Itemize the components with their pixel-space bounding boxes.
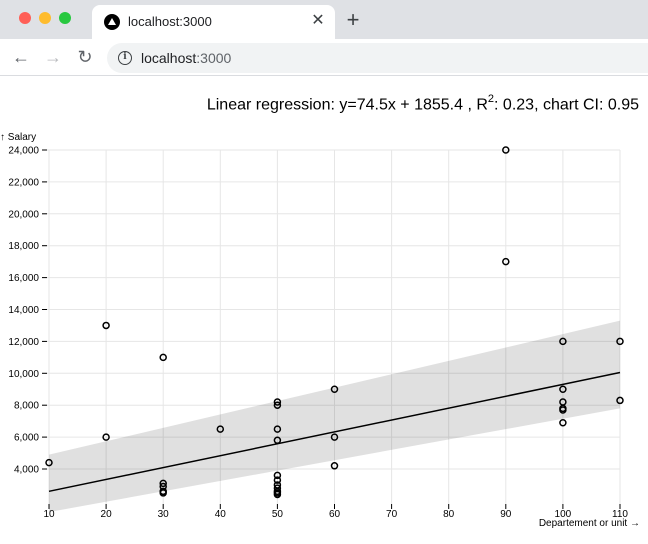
x-tick-label: 80: [443, 509, 455, 520]
plus-icon[interactable]: +: [346, 7, 360, 32]
data-point: [102, 433, 110, 441]
regression-title: Linear regression: y=74.5x + 1855.4 , R2…: [206, 93, 639, 114]
browser-toolbar: ← → ↻ i localhost:3000: [0, 39, 648, 76]
data-point: [330, 433, 339, 441]
data-points: [45, 146, 624, 499]
confidence-band-area: [49, 320, 620, 513]
browser-tab[interactable]: localhost:3000 ✕: [92, 5, 335, 39]
y-tick-label: 12,000: [8, 337, 39, 348]
data-point: [102, 321, 110, 330]
close-icon[interactable]: ✕: [311, 12, 325, 29]
data-point: [559, 406, 567, 414]
x-tick-label: 50: [272, 509, 284, 520]
data-point: [616, 337, 624, 346]
x-axis-label: Departement or unit →: [539, 518, 640, 529]
data-point: [616, 396, 624, 405]
y-tick-label: 16,000: [8, 273, 39, 284]
x-tick-label: 110: [612, 509, 628, 520]
regression-line-group: [48, 371, 621, 493]
scatter-chart: 4,000 6,000 8,000 10,000 12,000 14,000 16,000 1…: [0, 132, 640, 529]
url-text: localhost:3000: [141, 50, 231, 66]
regression-prefix: Linear regression: y=74.5x + 1855.4 , R: [206, 96, 488, 114]
y-tick-label: 8,000: [14, 401, 39, 412]
address-bar[interactable]: i localhost:3000: [107, 43, 648, 73]
data-point: [502, 257, 510, 266]
y-tick-label: 24,000: [8, 146, 39, 157]
data-point: [216, 425, 225, 433]
data-point: [502, 146, 510, 154]
regression-suffix: : 0.23, chart CI: 0.95: [494, 96, 639, 114]
y-tick-label: 6,000: [14, 433, 39, 444]
regression-sup: 2: [487, 93, 495, 105]
confidence-band: [49, 320, 620, 513]
tab-bar: localhost:3000 ✕ +: [0, 0, 648, 39]
x-tick-label: 60: [329, 509, 341, 520]
y-axis-label: ↑ Salary: [0, 132, 36, 143]
data-point: [559, 337, 567, 346]
x-tick-label: 30: [158, 509, 170, 520]
data-point: [273, 436, 282, 445]
info-icon[interactable]: i: [118, 51, 132, 65]
data-point: [159, 353, 167, 362]
data-point: [273, 401, 282, 409]
y-tick-label: 4,000: [14, 465, 39, 476]
close-window-button[interactable]: [19, 12, 31, 24]
data-point: [330, 385, 339, 393]
data-point: [273, 490, 282, 499]
x-tick-label: 10: [43, 509, 55, 520]
regression-line: [48, 371, 621, 493]
arrow-right-icon[interactable]: →: [44, 47, 62, 67]
arrow-left-icon[interactable]: ←: [12, 47, 30, 67]
x-tick-label: 70: [386, 509, 398, 520]
data-point: [273, 425, 282, 433]
url-host: localhost: [141, 50, 197, 66]
chart-axes: 4,000 6,000 8,000 10,000 12,000 14,000 16,000 1…: [8, 146, 628, 521]
chart-grid: [42, 149, 621, 504]
reload-icon[interactable]: ↻: [77, 47, 93, 67]
y-tick-label: 18,000: [8, 241, 39, 252]
triangle-favicon-icon: [104, 14, 120, 30]
data-point: [273, 476, 282, 484]
x-tick-label: 20: [101, 509, 113, 520]
data-point: [159, 489, 167, 497]
minimize-window-button[interactable]: [39, 12, 51, 24]
data-point: [273, 471, 282, 480]
data-point: [159, 479, 167, 488]
y-tick-label: 10,000: [8, 369, 39, 380]
x-tick-label: 40: [215, 509, 227, 520]
data-point: [559, 418, 567, 427]
tab-title: localhost:3000: [128, 14, 212, 29]
x-tick-label: 90: [500, 509, 512, 520]
y-tick-label: 14,000: [8, 305, 39, 316]
data-point: [273, 398, 282, 406]
data-point: [45, 458, 53, 467]
data-point: [559, 385, 567, 393]
maximize-window-button[interactable]: [59, 12, 71, 24]
x-tick-label: 100: [555, 509, 572, 520]
page-content: Linear regression: y=74.5x + 1855.4 , R2…: [0, 77, 648, 544]
data-point: [330, 462, 339, 470]
y-tick-label: 22,000: [8, 177, 39, 188]
y-tick-label: 20,000: [8, 209, 39, 220]
url-port: :3000: [196, 50, 232, 66]
